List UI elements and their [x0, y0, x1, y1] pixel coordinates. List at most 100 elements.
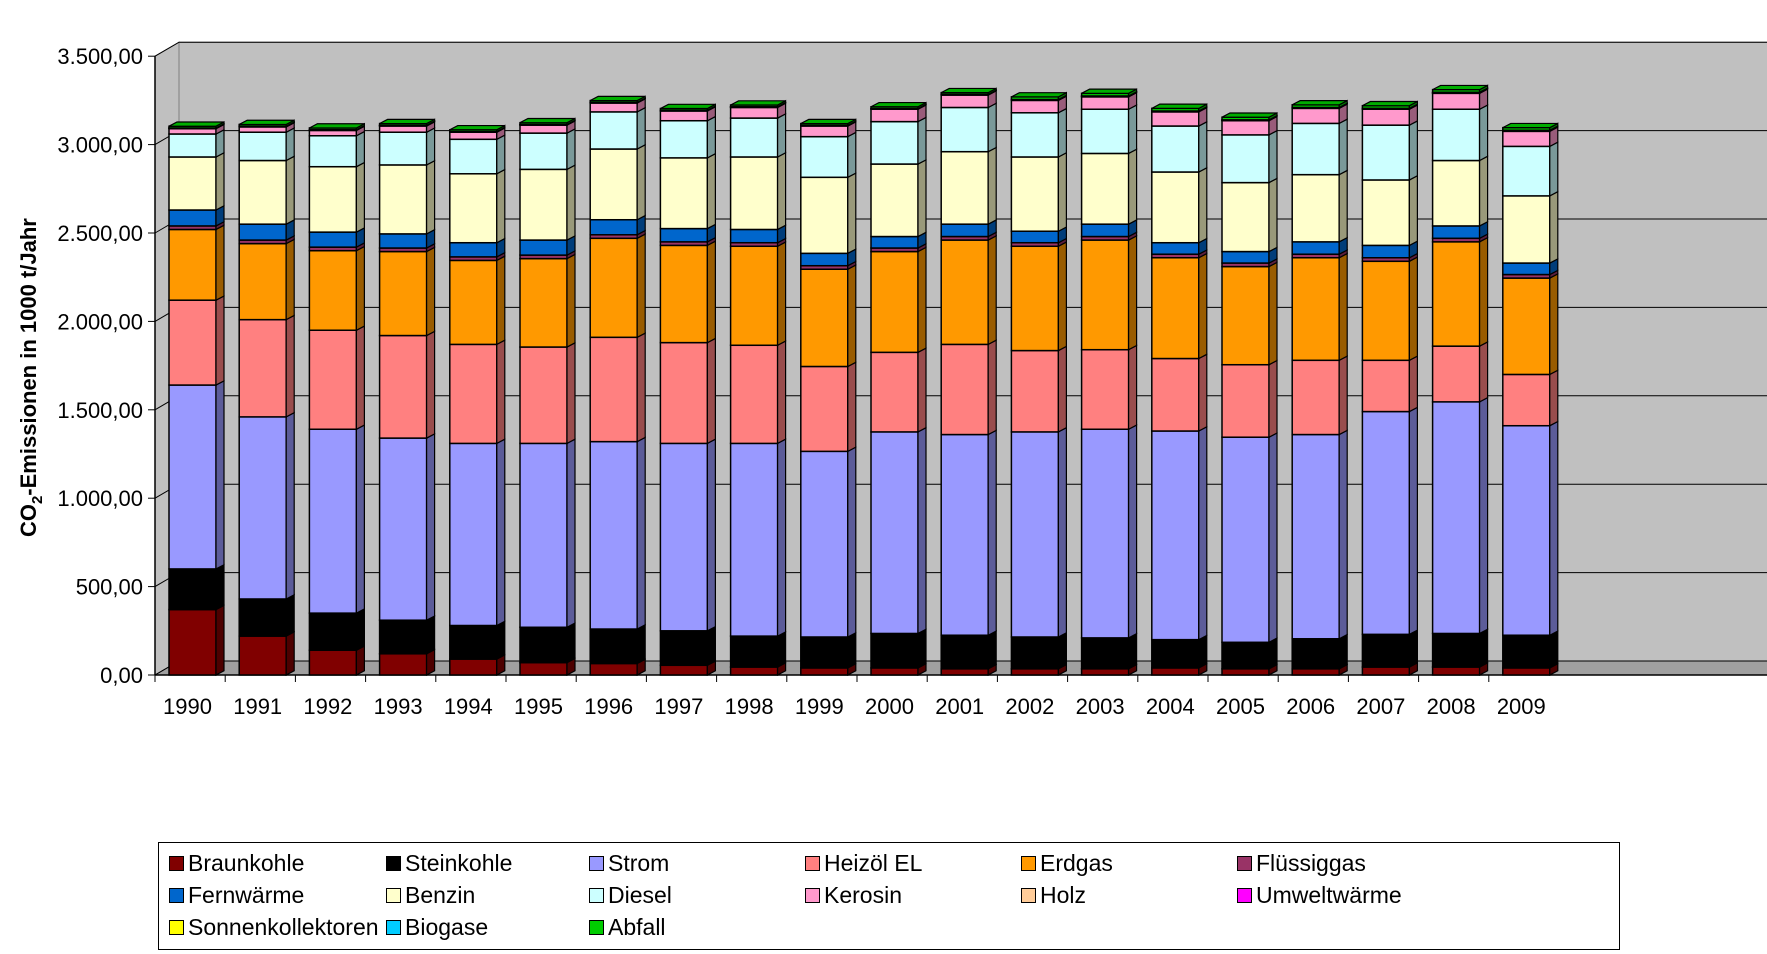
bar-segment-side: [1057, 631, 1068, 670]
bar-segment: [1502, 262, 1551, 276]
bar-segment: [1291, 107, 1340, 125]
bar-segment-side: [496, 620, 506, 661]
bar-segment-side: [1127, 148, 1138, 226]
bar-segment-side: [776, 151, 787, 231]
bar-segment-side: [1127, 104, 1138, 155]
bar-segment: [1361, 244, 1411, 259]
bar-segment-side: [1057, 241, 1068, 352]
legend-item: Steinkohle: [386, 845, 512, 881]
bar-1993: [378, 118, 436, 676]
bar-segment-side: [917, 628, 927, 669]
legend-swatch: [169, 855, 184, 871]
bar-segment: [168, 384, 217, 570]
x-tick-label: 2002: [1005, 694, 1054, 719]
legend-label: Kerosin: [824, 881, 902, 908]
bar-segment-side: [1338, 633, 1348, 670]
bar-top: [1502, 122, 1559, 129]
x-tick-label: 1994: [444, 694, 493, 719]
bar-segment: [1221, 641, 1270, 670]
bar-segment: [1502, 130, 1551, 148]
bar-segment: [519, 626, 568, 664]
bar-segment: [1151, 257, 1200, 360]
bar-1990: [168, 121, 225, 676]
bar-segment: [519, 442, 568, 629]
y-tick-label: 0,00: [100, 663, 143, 688]
bar-segment: [308, 249, 358, 331]
legend-item: Braunkohle: [169, 845, 304, 881]
bar-segment: [378, 334, 428, 439]
bar-segment-side: [1057, 345, 1068, 433]
bar-segment: [1080, 239, 1130, 351]
bar-segment: [800, 667, 849, 676]
bar-segment-side: [636, 106, 646, 151]
bar-segment: [1221, 265, 1270, 366]
bar-segment: [519, 168, 568, 241]
legend-item: Sonnenkollektoren: [169, 909, 379, 945]
bar-segment: [940, 239, 989, 346]
bar-segment-side: [426, 246, 436, 337]
bar-segment: [1502, 424, 1551, 636]
stacked-bar-chart: 0,00 500,00 1.000,00 1.500,00 2.000,00 2.500,…: [16, 41, 1767, 719]
bar-segment-side: [355, 245, 365, 332]
bar-segment: [378, 125, 428, 133]
bar-segment: [308, 165, 358, 233]
y-tick-label: 2.000,00: [57, 309, 143, 334]
bar-segment: [589, 440, 638, 630]
bar-segment: [378, 164, 428, 235]
bar-segment: [659, 157, 709, 230]
bar-segment-side: [1198, 166, 1208, 244]
bar-segment-side: [1198, 425, 1208, 641]
bar-segment: [729, 117, 779, 158]
bar-segment-side: [706, 438, 717, 632]
bar-segment-side: [847, 264, 857, 368]
bar-segment: [1431, 108, 1481, 162]
bar-segment: [449, 173, 498, 244]
bar-segment: [729, 666, 779, 676]
bar-segment: [1080, 96, 1130, 110]
legend-swatch: [805, 887, 820, 903]
bar-segment-side: [987, 102, 997, 153]
bar-top: [1362, 100, 1418, 107]
bar-segment: [1431, 345, 1481, 403]
bar-2001: [940, 87, 997, 676]
bar-2003: [1080, 88, 1138, 676]
legend-item: Holz: [1021, 877, 1086, 913]
bar-segment: [238, 242, 287, 321]
legend-label: Erdgas: [1040, 849, 1113, 876]
bar-segment: [449, 624, 498, 660]
bar-segment-side: [1338, 355, 1348, 436]
bar-segment-side: [1127, 424, 1138, 639]
bar-segment: [1291, 122, 1340, 176]
bar-segment: [1080, 428, 1130, 639]
y-tick-label: 3.500,00: [57, 44, 143, 69]
bar-segment: [1291, 257, 1340, 362]
bar-segment: [870, 163, 919, 238]
bar-segment: [870, 351, 919, 433]
bar-segment-side: [917, 158, 927, 238]
y-tick-label: 500,00: [76, 575, 143, 600]
bar-segment-side: [1268, 261, 1278, 366]
legend-label: Strom: [608, 849, 670, 876]
bar-segment: [1221, 363, 1270, 438]
bar-2008: [1431, 84, 1489, 676]
bar-segment: [1010, 431, 1060, 638]
bar-segment-side: [1549, 369, 1559, 427]
bar-top: [870, 101, 927, 108]
bar-2002: [1010, 91, 1068, 676]
bar-segment: [1080, 152, 1130, 225]
bar-segment: [1221, 250, 1270, 264]
bar-segment-side: [1549, 141, 1559, 197]
bar-segment-side: [285, 593, 295, 638]
bar-segment: [1431, 225, 1481, 240]
bar-segment: [1291, 241, 1340, 255]
bar-segment: [1010, 156, 1060, 232]
legend-swatch: [386, 855, 401, 871]
bar-segment: [800, 636, 849, 669]
bar-top: [168, 121, 225, 127]
bar-segment-side: [1408, 406, 1419, 636]
bar-segment: [1502, 373, 1551, 427]
bar-segment: [659, 244, 709, 344]
bar-segment: [1221, 668, 1270, 676]
bar-segment: [1151, 667, 1200, 676]
chart-legend: Braunkohle Steinkohle Strom Heizöl EL Erdgas…: [158, 842, 1620, 950]
